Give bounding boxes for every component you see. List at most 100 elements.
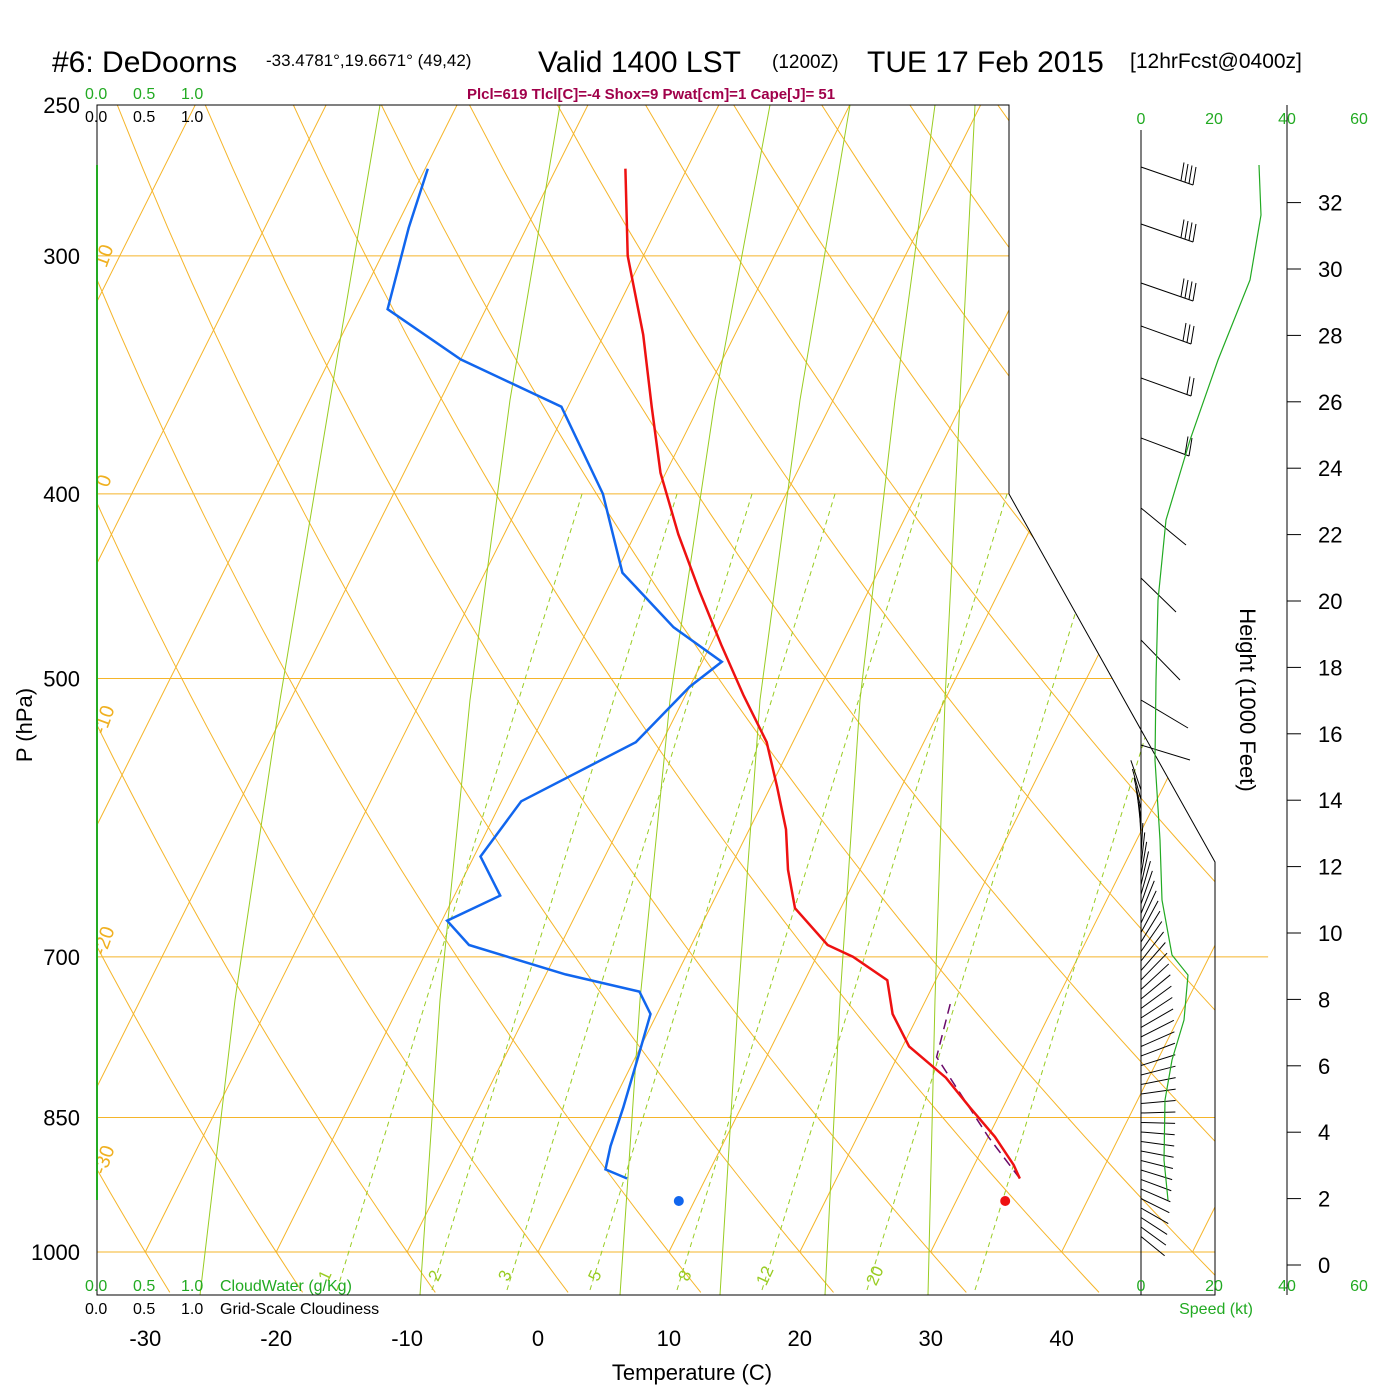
dry-adiabat-50 xyxy=(380,105,1215,1293)
wind-barb-low-12 xyxy=(1140,870,1153,905)
wind-barb-flag-0-0 xyxy=(1192,166,1197,186)
wind-barb-low-23 xyxy=(1140,985,1172,1009)
wind-barb-flag-4-1 xyxy=(1186,376,1191,395)
mixing-ratio-1 xyxy=(431,493,678,1291)
isotherm--20 xyxy=(275,105,851,1253)
isobar-lines xyxy=(97,255,1269,1253)
cloud-tick-top-k1: 0.5 xyxy=(133,109,155,126)
wind-barb-low-1 xyxy=(1131,768,1142,800)
wind-barb-low-26 xyxy=(1140,1019,1175,1038)
speed-tick-top-0: 0 xyxy=(1137,111,1146,128)
speed-tick-bot-3: 60 xyxy=(1350,1278,1368,1295)
isotherm--60 xyxy=(97,105,327,1253)
height-tick-14: 14 xyxy=(1318,788,1342,813)
dry-adiabat-70 xyxy=(557,105,1215,1293)
wind-barb-flag-0-1 xyxy=(1188,165,1193,184)
height-tick-32: 32 xyxy=(1318,191,1342,216)
wind-barb-mid-4 xyxy=(1140,744,1191,761)
cloud-tick-top-k2: 1.0 xyxy=(181,109,203,126)
wind-barb-low-35 xyxy=(1140,1122,1176,1124)
wind-barb-flag-2-2 xyxy=(1184,279,1189,299)
wind-barb-low-16 xyxy=(1140,910,1161,943)
moist-adiabat-5 xyxy=(927,105,976,1295)
wind-barb-low-21 xyxy=(1140,963,1170,990)
pressure-tick-850: 850 xyxy=(43,1106,80,1131)
wind-barb-low-14 xyxy=(1140,890,1157,924)
isotherm-30 xyxy=(930,105,1215,1253)
wind-barb-flag-5-1 xyxy=(1184,436,1189,455)
speed-tick-top-2: 40 xyxy=(1278,111,1296,128)
zulu-time: (1200Z) xyxy=(772,52,839,73)
mixing-ratio-7 xyxy=(974,493,1215,1291)
mixing-ratio-3 xyxy=(589,493,836,1291)
wind-barb-low-36 xyxy=(1140,1131,1175,1136)
station-name: #6: DeDoorns xyxy=(52,46,237,79)
wind-barb-low-33 xyxy=(1140,1100,1176,1104)
dry-adiabat-100 xyxy=(821,105,1215,1293)
dry-adiabat-110 xyxy=(909,105,1215,1293)
mixing-ratio-label-4: 8 xyxy=(674,1267,695,1284)
wind-barb-low-42 xyxy=(1140,1188,1171,1203)
profile-lines xyxy=(386,168,1021,1206)
dry-adiabat-label-4: -30 xyxy=(89,1143,120,1178)
forecast-label: [12hrFcst@0400z] xyxy=(1130,50,1302,73)
wind-barb-low-39 xyxy=(1140,1160,1174,1169)
temperature-axis-label: Temperature (C) xyxy=(612,1360,772,1385)
wind-barb-low-17 xyxy=(1140,921,1163,952)
wind-barb-low-40 xyxy=(1140,1169,1173,1181)
wind-barb-low-30 xyxy=(1140,1065,1176,1076)
mixing-ratio-label-6: 20 xyxy=(862,1263,887,1288)
height-tick-0: 0 xyxy=(1318,1253,1330,1278)
wind-barb-low-46 xyxy=(1140,1226,1167,1246)
wind-barb-low-24 xyxy=(1140,997,1173,1019)
wind-barb-flag-1-3 xyxy=(1180,219,1185,238)
mixing-ratio-label-2: 3 xyxy=(494,1267,515,1284)
mixing-ratio-0 xyxy=(336,493,583,1291)
temperature-line xyxy=(624,168,1021,1180)
wind-barb-flag-1-2 xyxy=(1184,220,1189,240)
pressure-tick-700: 700 xyxy=(43,945,80,970)
wind-barb-upper-0 xyxy=(1140,166,1194,186)
wind-barb-low-20 xyxy=(1140,952,1168,981)
height-tick-10: 10 xyxy=(1318,921,1342,946)
temp-tick--20: -20 xyxy=(260,1326,292,1351)
wind-barb-low-31 xyxy=(1140,1077,1176,1085)
wind-barb-low-25 xyxy=(1140,1008,1174,1028)
mixing-ratio-4 xyxy=(676,493,923,1291)
wind-barb-low-7 xyxy=(1140,823,1144,857)
height-tick-16: 16 xyxy=(1318,722,1342,747)
cloud-tick-bot-k1: 0.5 xyxy=(133,1301,155,1318)
isotherm-50 xyxy=(1192,105,1215,1253)
isotherm--40 xyxy=(97,105,589,1253)
wind-barb-upper-1 xyxy=(1140,223,1194,243)
wind-barb-flag-2-1 xyxy=(1188,281,1193,300)
wind-barb-low-27 xyxy=(1140,1031,1175,1047)
surface-temperature-dot xyxy=(1000,1196,1011,1206)
pressure-axis-label: P (hPa) xyxy=(12,688,37,762)
wind-barb-flag-3-1 xyxy=(1186,324,1191,343)
isotherm--70 xyxy=(97,105,196,1253)
height-tick-28: 28 xyxy=(1318,323,1342,348)
wind-barb-mid-2 xyxy=(1140,639,1181,681)
height-tick-8: 8 xyxy=(1318,987,1330,1012)
mixing-ratio-label-5: 12 xyxy=(752,1263,777,1288)
dry-adiabat-label-5: 0 xyxy=(1008,333,1032,356)
pressure-tick-250: 250 xyxy=(43,93,80,118)
cloud-tick-bot-g1: 0.5 xyxy=(133,1278,155,1295)
dry-adiabat-label-6: 10 xyxy=(1041,517,1072,548)
height-tick-20: 20 xyxy=(1318,589,1342,614)
moist-adiabat-4 xyxy=(824,105,936,1295)
dry-adiabat-10 xyxy=(97,105,702,1293)
dewpoint-line xyxy=(386,168,724,1180)
mixing-ratio-label-3: 5 xyxy=(584,1267,605,1284)
speed-label: Speed (kt) xyxy=(1179,1301,1253,1318)
wind-barb-low-41 xyxy=(1140,1179,1172,1192)
wind-barb-low-19 xyxy=(1140,942,1166,971)
pressure-tick-400: 400 xyxy=(43,482,80,507)
height-tick-30: 30 xyxy=(1318,257,1342,282)
wind-barb-low-15 xyxy=(1140,900,1159,933)
dry-adiabat-label-0: 10 xyxy=(90,242,118,270)
isotherm--50 xyxy=(97,105,458,1253)
valid-time: Valid 1400 LST xyxy=(538,46,741,79)
